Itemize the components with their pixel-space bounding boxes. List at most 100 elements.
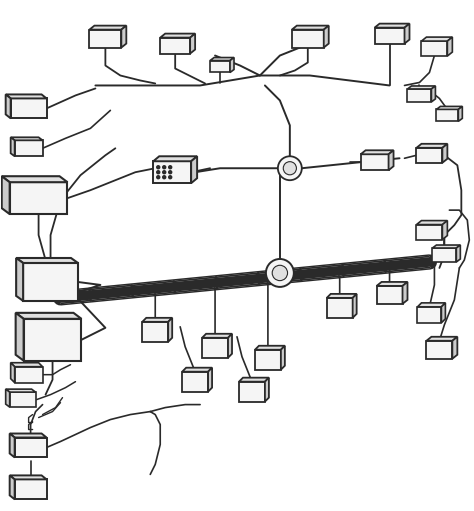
Polygon shape [11,137,43,141]
Circle shape [157,176,160,179]
Polygon shape [210,58,234,60]
Polygon shape [6,95,46,99]
Polygon shape [239,382,265,402]
Polygon shape [190,34,195,54]
Polygon shape [11,99,46,119]
Polygon shape [15,141,43,156]
Polygon shape [374,24,410,28]
Polygon shape [418,307,441,323]
Polygon shape [408,89,431,102]
Polygon shape [353,294,356,318]
Polygon shape [404,24,410,43]
Circle shape [163,171,166,174]
Circle shape [169,171,172,174]
Polygon shape [15,437,46,457]
Polygon shape [142,322,168,342]
Polygon shape [2,176,67,182]
Polygon shape [442,144,447,162]
Circle shape [157,171,160,174]
Polygon shape [452,337,457,359]
Polygon shape [191,156,197,183]
Polygon shape [202,338,228,358]
Polygon shape [6,389,36,392]
Polygon shape [281,346,285,369]
Circle shape [266,259,294,287]
Polygon shape [432,245,460,248]
Polygon shape [9,433,46,437]
Polygon shape [239,378,269,382]
Polygon shape [361,154,389,170]
Polygon shape [160,34,195,38]
Circle shape [157,166,160,169]
Polygon shape [15,479,46,499]
Polygon shape [210,60,230,73]
Polygon shape [9,475,15,499]
Circle shape [163,176,166,179]
Polygon shape [16,258,23,301]
Polygon shape [292,26,329,30]
Polygon shape [431,86,436,102]
Polygon shape [168,318,172,342]
Polygon shape [421,41,447,56]
Polygon shape [11,363,43,367]
Polygon shape [292,30,324,48]
Polygon shape [182,368,212,371]
Polygon shape [208,368,212,391]
Polygon shape [6,95,11,119]
Polygon shape [327,298,353,318]
Circle shape [169,166,172,169]
Polygon shape [16,258,78,263]
Polygon shape [153,156,197,161]
Polygon shape [374,28,404,43]
Polygon shape [402,282,408,304]
Polygon shape [441,303,446,323]
Polygon shape [255,350,281,369]
Polygon shape [15,367,43,383]
Polygon shape [11,137,15,156]
Polygon shape [265,378,269,402]
Polygon shape [376,282,408,286]
Polygon shape [427,341,452,359]
Polygon shape [458,106,462,122]
Polygon shape [437,109,458,122]
Polygon shape [121,26,127,48]
Polygon shape [16,313,82,319]
Polygon shape [228,334,232,358]
Polygon shape [160,38,190,54]
Polygon shape [90,26,127,30]
Polygon shape [421,37,452,41]
Circle shape [163,166,166,169]
Polygon shape [16,313,24,361]
Polygon shape [417,224,442,240]
Polygon shape [24,319,82,361]
Polygon shape [23,263,78,301]
Polygon shape [182,371,208,391]
Circle shape [278,156,302,180]
Circle shape [169,176,172,179]
Polygon shape [11,363,15,383]
Polygon shape [202,334,232,338]
Polygon shape [408,86,436,89]
Polygon shape [2,176,9,214]
Polygon shape [9,433,15,457]
Polygon shape [437,106,462,109]
Polygon shape [427,337,457,341]
Polygon shape [447,37,452,56]
Polygon shape [389,150,393,170]
Polygon shape [432,248,456,262]
Circle shape [283,161,296,175]
Polygon shape [456,245,460,262]
Circle shape [272,265,288,281]
Polygon shape [417,148,442,162]
Polygon shape [6,389,9,407]
Polygon shape [9,182,67,214]
Polygon shape [90,30,121,48]
Polygon shape [324,26,329,48]
Polygon shape [361,150,393,154]
Polygon shape [442,221,447,240]
Polygon shape [418,303,446,307]
Polygon shape [327,294,356,298]
Polygon shape [376,286,402,304]
Polygon shape [417,144,447,148]
Polygon shape [153,161,191,183]
